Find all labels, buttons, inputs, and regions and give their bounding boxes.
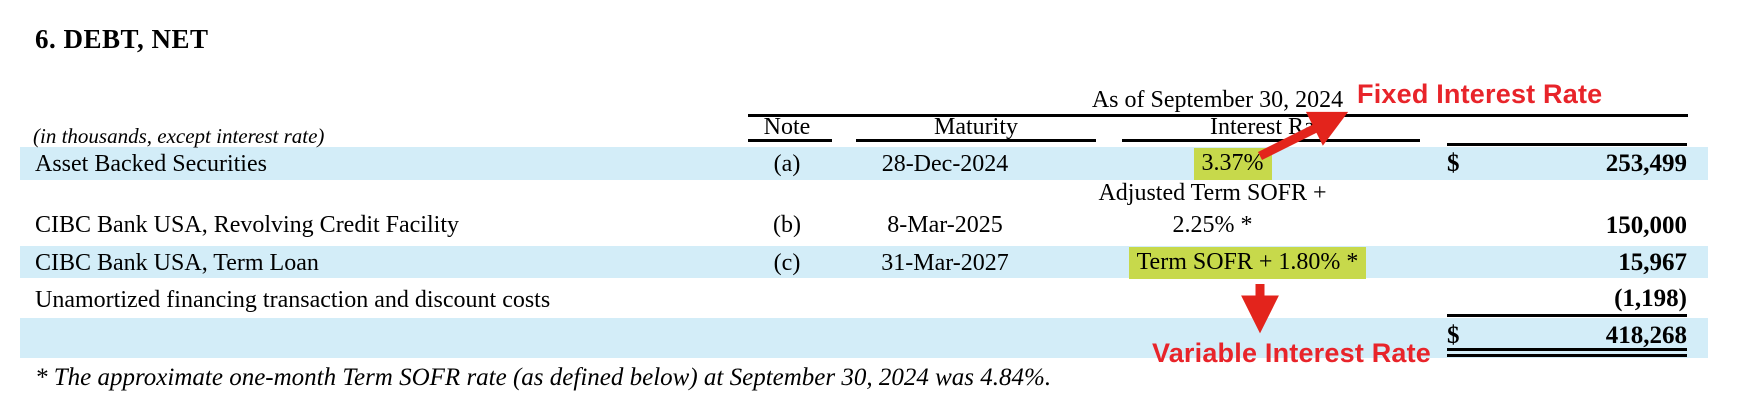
row-shade (20, 147, 1708, 180)
fixed-rate-annotation: Fixed Interest Rate (1357, 79, 1603, 109)
period-header: As of September 30, 2024 (1091, 87, 1344, 113)
col-header-interest-rate: Interest Rate (1210, 114, 1332, 140)
amount-value: 15,967 (1618, 249, 1687, 276)
footnote: * The approximate one-month Term SOFR ra… (35, 364, 1052, 391)
maturity-value: 28-Dec-2024 (881, 151, 1009, 177)
variable-rate-highlight: Term SOFR + 1.80% * (1128, 247, 1367, 279)
row-label: CIBC Bank USA, Revolving Credit Facility (35, 212, 459, 238)
note-ref: (b) (773, 212, 801, 238)
row-label: Asset Backed Securities (35, 151, 267, 177)
row-label: CIBC Bank USA, Term Loan (35, 250, 319, 276)
currency-symbol: $ (1447, 150, 1460, 177)
amount-value: 253,499 (1605, 150, 1687, 177)
variable-rate-annotation: Variable Interest Rate (1152, 338, 1432, 368)
total-amount: 418,268 (1605, 322, 1687, 349)
col-header-note: Note (763, 114, 811, 140)
col-header-maturity: Maturity (934, 114, 1018, 140)
maturity-column-rule (856, 139, 1096, 142)
subtotal-rule (1447, 314, 1687, 317)
note-ref: (c) (773, 250, 801, 276)
currency-symbol: $ (1447, 322, 1460, 349)
note-column-rule (748, 139, 832, 142)
interest-rate-cell: 3.37% (1060, 148, 1405, 180)
amount-value: 150,000 (1605, 212, 1687, 239)
interest-rate-cell: Term SOFR + 1.80% * (1075, 247, 1420, 279)
fixed-rate-highlight: 3.37% (1193, 148, 1272, 180)
interest-rate-line2: 2.25% * (1172, 212, 1253, 238)
interest-rate-line1: Adjusted Term SOFR + (1098, 180, 1327, 206)
maturity-value: 8-Mar-2025 (887, 212, 1003, 238)
row-label: Unamortized financing transaction and di… (35, 287, 551, 313)
total-double-rule (1447, 348, 1687, 357)
header-rule (748, 114, 1688, 117)
amount-value: (1,198) (1614, 285, 1687, 312)
maturity-value: 31-Mar-2027 (881, 250, 1009, 276)
amount-column-rule (1447, 143, 1687, 146)
units-note: (in thousands, except interest rate) (33, 124, 325, 148)
page-title: 6. DEBT, NET (35, 24, 209, 54)
row-shade (20, 246, 1708, 278)
row-shade (20, 318, 1708, 358)
note-ref: (a) (773, 151, 801, 177)
